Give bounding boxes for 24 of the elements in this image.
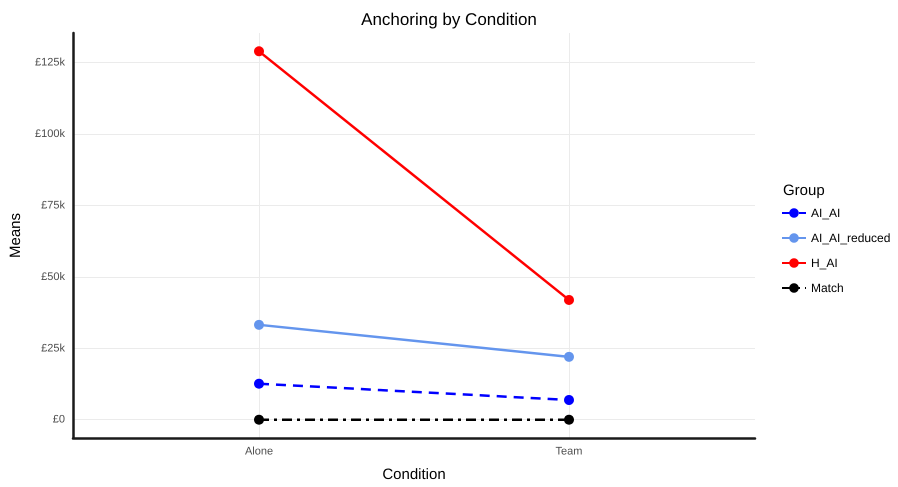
point	[254, 46, 264, 56]
point	[564, 352, 574, 362]
legend-label: AI_AI	[811, 206, 840, 220]
x-axis-title: Condition	[382, 466, 446, 483]
y-tick-label: £25k	[41, 342, 66, 354]
x-tick-label: Alone	[244, 446, 274, 458]
point	[564, 394, 574, 405]
y-tick-label: £50k	[41, 270, 66, 283]
point	[564, 294, 574, 305]
legend-label: AI_AI_reduced	[811, 231, 890, 245]
y-tick-label: £100k	[35, 128, 66, 140]
legend-title: Group	[783, 182, 825, 199]
legend-label: Match	[811, 281, 844, 295]
point	[254, 414, 264, 425]
y-axis-title: Means	[7, 212, 24, 258]
legend-label: H_AI	[811, 256, 838, 270]
point	[564, 414, 574, 425]
point	[254, 320, 264, 330]
point	[254, 378, 264, 389]
chart-title: Anchoring by Condition	[361, 10, 537, 29]
y-tick-label: £0	[52, 414, 65, 426]
x-tick-label: Team	[556, 446, 582, 458]
y-tick-label: £125k	[35, 56, 66, 68]
y-tick-label: £75k	[41, 199, 66, 212]
